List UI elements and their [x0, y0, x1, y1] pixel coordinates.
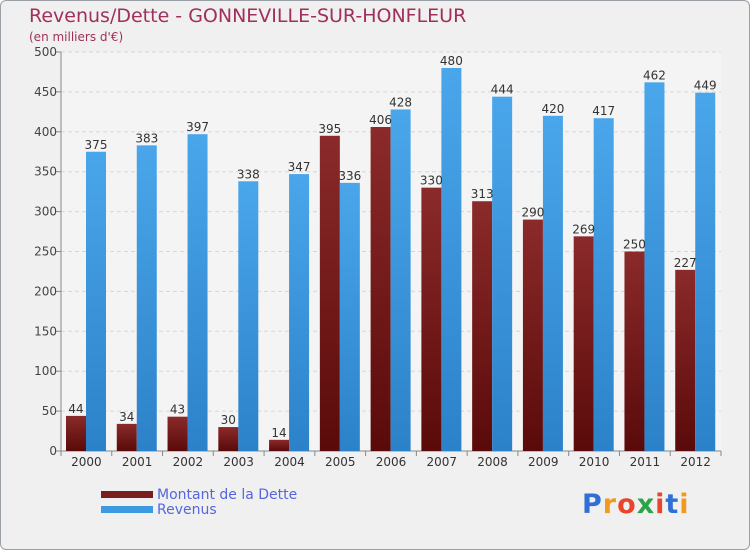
- data-label: 34: [119, 410, 134, 424]
- data-label: 395: [318, 122, 341, 136]
- logo-letter: o: [617, 489, 637, 520]
- y-tick-label: 350: [34, 165, 57, 179]
- bar-dette-2000: [66, 415, 86, 451]
- bar-dette-2004: [269, 439, 290, 451]
- bar-revenus-2012: [695, 92, 716, 451]
- data-label: 406: [369, 113, 392, 127]
- data-label: 43: [170, 403, 185, 417]
- data-label: 269: [572, 222, 595, 236]
- data-label: 347: [288, 160, 311, 174]
- bar-dette-2009: [522, 219, 543, 451]
- logo-letter: r: [602, 489, 618, 520]
- x-tick-label: 2002: [173, 455, 204, 469]
- bar-revenus-2009: [542, 115, 563, 451]
- data-label: 290: [521, 206, 544, 220]
- y-tick-label: 450: [34, 85, 57, 99]
- y-axis: 0 50 100 150 200 250 300 350 400 450 500: [34, 45, 721, 458]
- bar-dette-2012: [675, 269, 696, 451]
- x-tick-label: 2009: [528, 455, 559, 469]
- y-tick-label: 0: [49, 444, 57, 458]
- data-label: 420: [541, 102, 564, 116]
- chart-title: Revenus/Dette - GONNEVILLE-SUR-HONFLEUR: [29, 5, 467, 27]
- bar-revenus-2008: [492, 96, 513, 452]
- x-tick-label: 2010: [579, 455, 610, 469]
- data-label: 480: [440, 54, 463, 68]
- bar-dette-2007: [421, 187, 442, 451]
- bar-dette-2001: [116, 423, 137, 451]
- chart-subtitle: (en milliers d'€): [29, 30, 124, 44]
- bar-dette-2010: [573, 236, 594, 451]
- data-label: 44: [68, 402, 83, 416]
- y-tick-label: 100: [34, 364, 57, 378]
- y-tick-label: 200: [34, 284, 57, 298]
- data-label: 30: [221, 413, 236, 427]
- legend-label-revenus: Revenus: [157, 501, 217, 518]
- bar-revenus-2000: [86, 151, 106, 451]
- bar-dette-2003: [218, 427, 239, 451]
- x-tick-label: 2008: [477, 455, 508, 469]
- bar-dette-2005: [319, 135, 340, 452]
- data-label: 336: [338, 169, 361, 183]
- data-label: 462: [643, 68, 666, 82]
- legend-item-revenus: Revenus: [101, 501, 297, 518]
- legend-label-dette: Montant de la Dette: [157, 486, 298, 503]
- x-tick-label: 2005: [325, 455, 356, 469]
- bar-revenus-2010: [593, 118, 614, 451]
- y-tick-label: 500: [34, 45, 57, 59]
- data-label: 428: [389, 95, 412, 109]
- y-tick-label: 50: [42, 404, 57, 418]
- logo-letter: x: [636, 489, 656, 520]
- bar-revenus-2007: [441, 67, 462, 452]
- data-label: 250: [623, 238, 646, 252]
- data-label: 397: [186, 120, 209, 134]
- y-tick-label: 300: [34, 205, 57, 219]
- legend: Montant de la Dette Revenus: [101, 486, 298, 518]
- bar-revenus-2001: [136, 145, 157, 451]
- proxiti-logo: Proxiti: [582, 489, 690, 520]
- data-label: 338: [237, 167, 260, 181]
- x-tick-label: 2006: [376, 455, 407, 469]
- x-axis: 2000 2001 2002 2003 2004 2005 2006 2007 2008 2009…: [60, 451, 722, 469]
- data-label: 375: [85, 138, 108, 152]
- y-tick-label: 150: [34, 324, 57, 338]
- data-label: 227: [674, 256, 697, 270]
- x-tick-label: 2007: [426, 455, 457, 469]
- logo-letter: i: [655, 489, 666, 520]
- x-tick-label: 2012: [680, 455, 711, 469]
- data-label: 330: [420, 174, 443, 188]
- x-tick-label: 2004: [274, 455, 305, 469]
- bar-revenus-2005: [339, 182, 360, 451]
- data-label: 417: [592, 104, 615, 118]
- bar-dette-2011: [624, 251, 645, 451]
- bar-dette-2008: [472, 201, 493, 451]
- bar-revenus-2004: [289, 174, 310, 451]
- bar-revenus-2006: [390, 109, 411, 452]
- logo-letter: P: [582, 489, 603, 520]
- x-tick-label: 2001: [122, 455, 153, 469]
- bars: [66, 67, 716, 452]
- legend-item-dette: Montant de la Dette: [101, 486, 298, 503]
- y-tick-label: 400: [34, 125, 57, 139]
- bar-dette-2006: [370, 127, 391, 452]
- bar-dette-2002: [167, 416, 188, 451]
- data-labels: 44 375 34 383 43 397 30 338 14 347 395 336 406 428 330…: [68, 54, 716, 440]
- x-tick-label: 2011: [630, 455, 661, 469]
- x-tick-label: 2003: [223, 455, 254, 469]
- data-label: 444: [491, 83, 514, 97]
- data-label: 14: [271, 426, 286, 440]
- bar-revenus-2011: [644, 82, 665, 451]
- logo-letter: t: [665, 489, 680, 520]
- data-label: 449: [694, 79, 717, 93]
- bar-revenus-2002: [187, 134, 208, 451]
- legend-swatch-dette: [101, 491, 153, 498]
- legend-swatch-revenus: [101, 506, 153, 513]
- x-tick-label: 2000: [71, 455, 102, 469]
- bar-revenus-2003: [238, 181, 259, 451]
- data-label: 313: [471, 187, 494, 201]
- data-label: 383: [135, 131, 158, 145]
- logo-letter: i: [679, 489, 690, 520]
- y-tick-label: 250: [34, 245, 57, 259]
